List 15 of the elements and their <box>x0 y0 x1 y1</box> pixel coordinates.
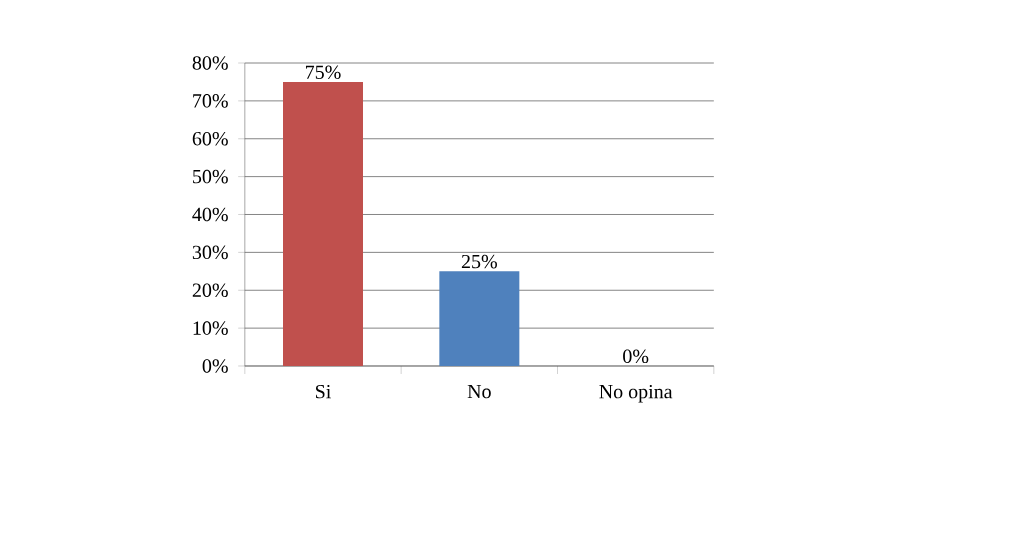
data-label: 0% <box>623 349 649 364</box>
y-tick-label: 30% <box>192 245 228 260</box>
y-tick-label: 60% <box>192 131 228 146</box>
y-tick-label: 70% <box>193 94 228 108</box>
y-tick-label: 80% <box>192 56 228 70</box>
y-tick-label: 40% <box>192 207 228 222</box>
x-tick-label: No <box>467 384 491 399</box>
y-tick-label: 20% <box>192 283 228 298</box>
x-tick-label: No opina <box>599 384 673 403</box>
y-tick-label: 0% <box>202 359 228 373</box>
data-label: 25% <box>461 254 497 269</box>
y-tick-label: 50% <box>193 169 228 184</box>
data-label: 75% <box>305 65 341 80</box>
x-tick-label: Si <box>316 384 331 399</box>
y-tick-label: 10% <box>193 321 228 335</box>
